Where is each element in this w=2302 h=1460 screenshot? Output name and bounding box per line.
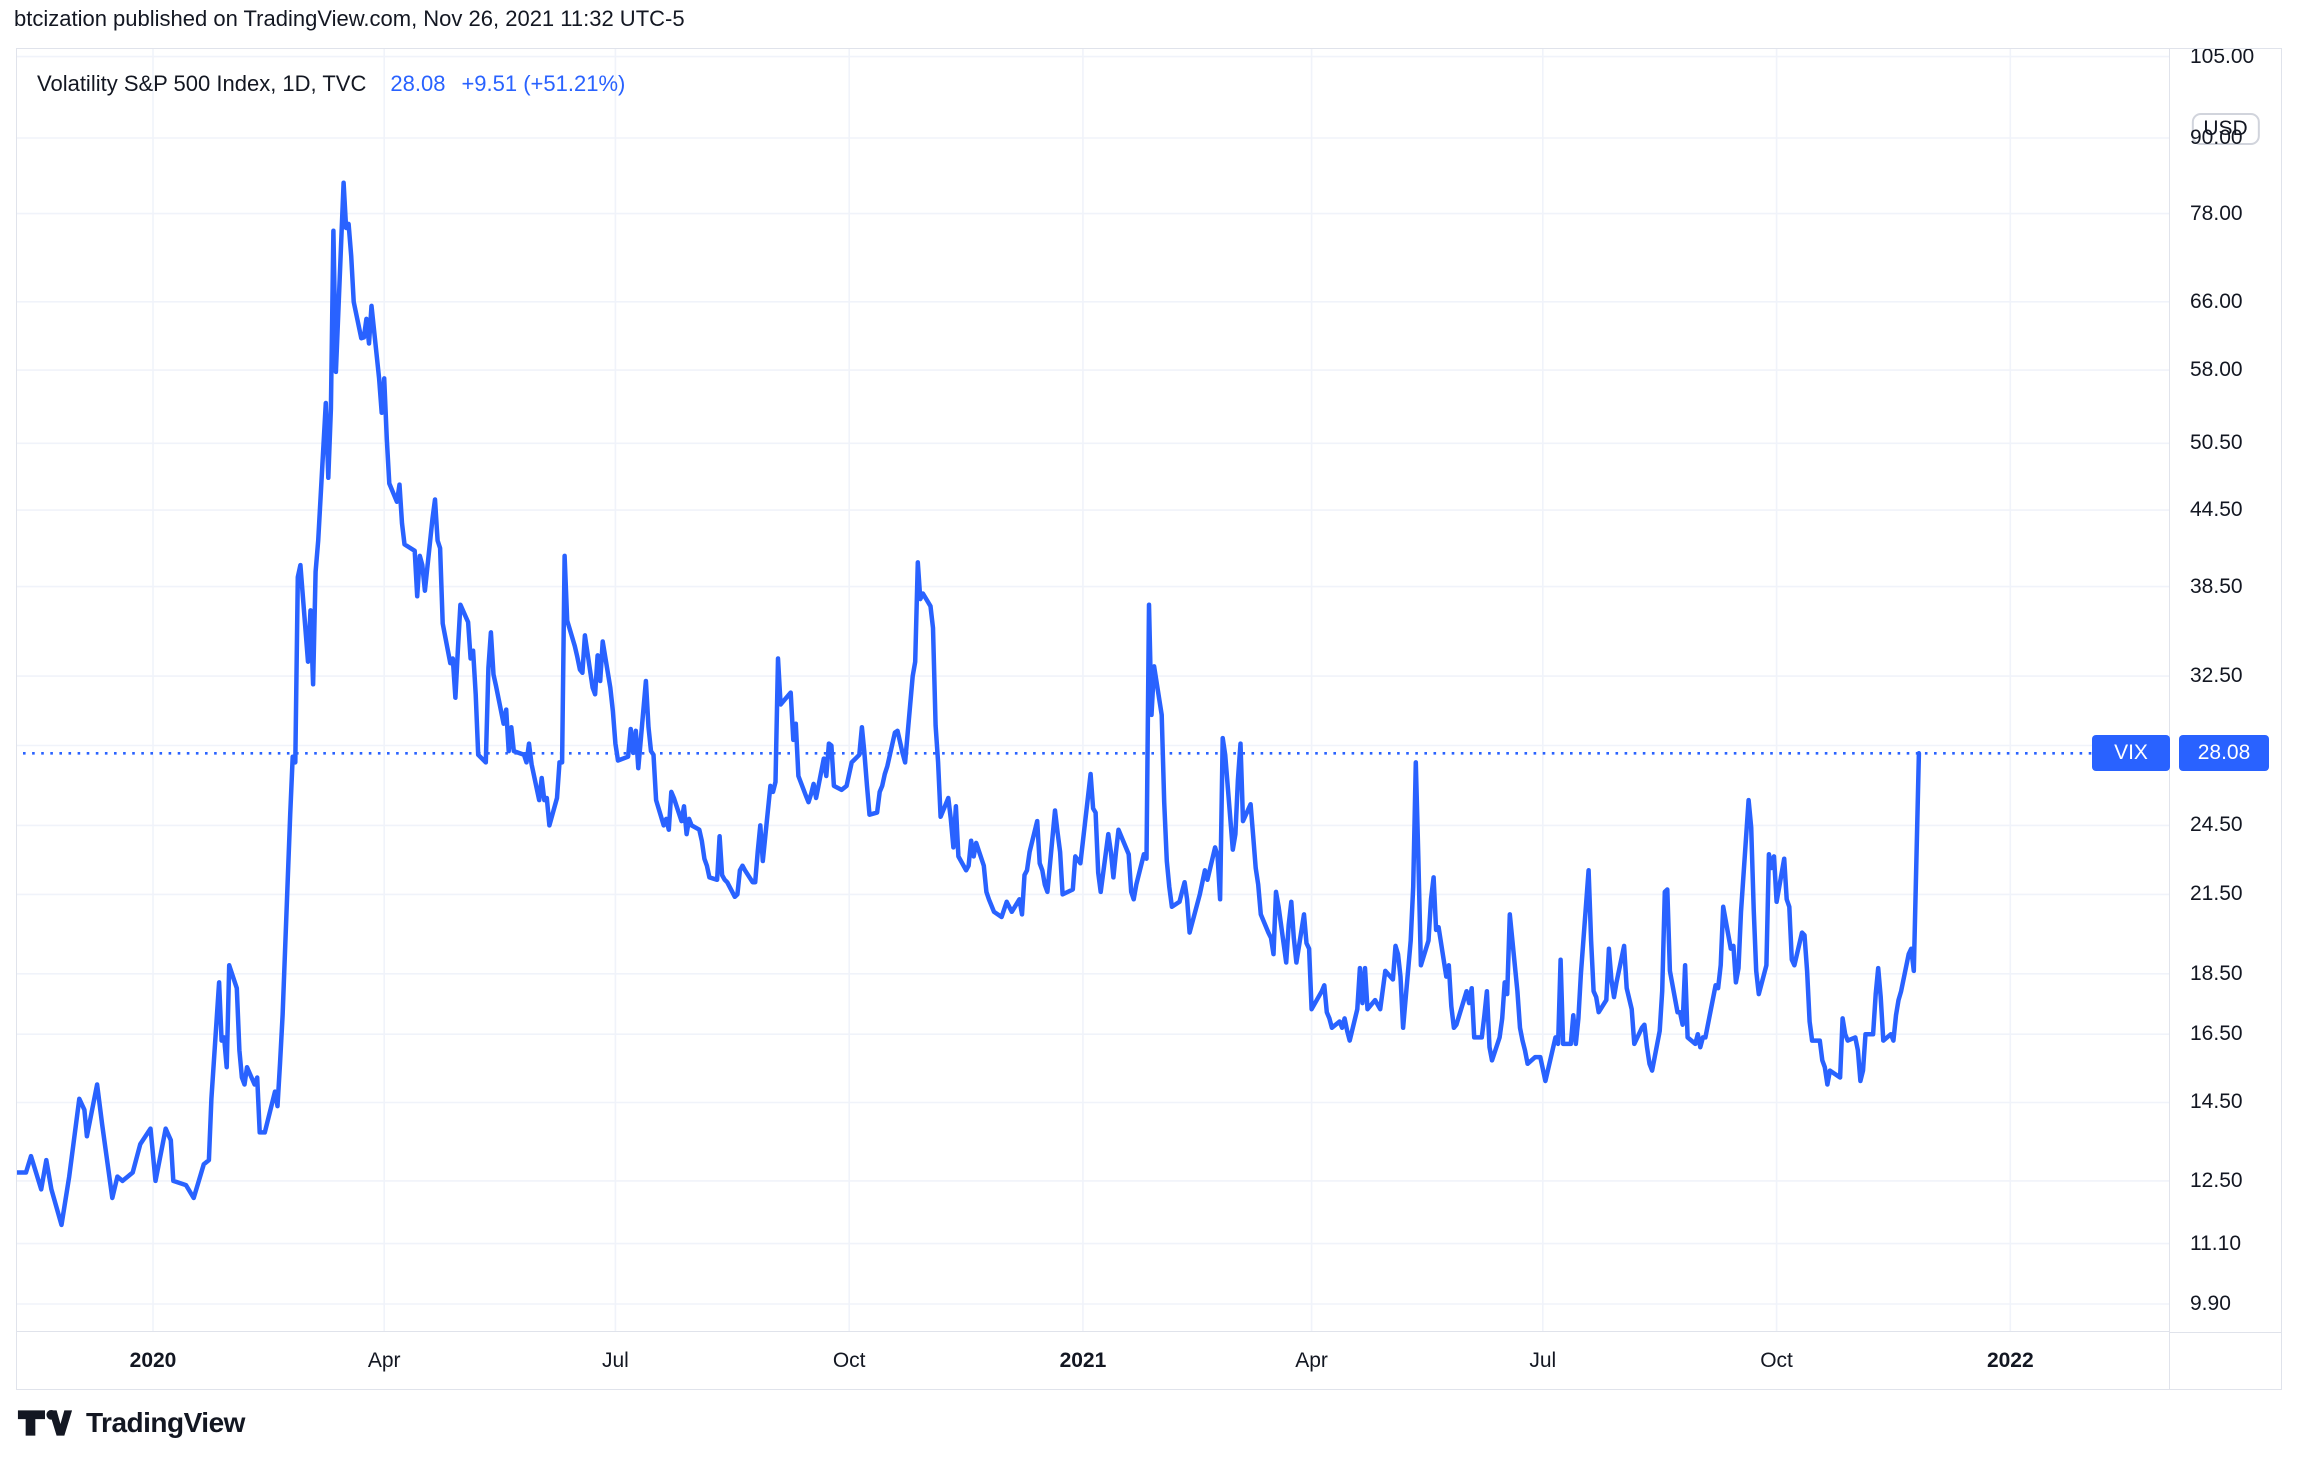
vix-price-line — [17, 180, 1922, 1228]
currency-badge: USD — [2191, 113, 2260, 145]
price-tick-label: 50.50 — [2190, 431, 2243, 455]
price-tick-label: 9.90 — [2190, 1292, 2231, 1316]
last-price-value: 28.08 — [390, 71, 446, 96]
time-tick-label: Oct — [832, 1348, 866, 1372]
price-tick-label: 16.50 — [2190, 1022, 2243, 1046]
price-tick-label: 18.50 — [2190, 961, 2243, 985]
price-tick-label: 44.50 — [2190, 498, 2243, 522]
price-tick-label: 105.00 — [2190, 49, 2255, 68]
time-tick-label: Apr — [367, 1348, 401, 1372]
price-tick-label: 11.10 — [2190, 1231, 2241, 1255]
chart-widget: Volatility S&P 500 Index, 1D, TVC 28.08 … — [16, 48, 2282, 1390]
tradingview-logo-icon — [17, 1409, 73, 1436]
price-tick-label: 38.50 — [2190, 574, 2243, 598]
time-tick-label: 2020 — [129, 1348, 177, 1372]
price-tick-label: 32.50 — [2190, 664, 2243, 688]
price-tick-label: 21.50 — [2190, 882, 2243, 906]
time-axis[interactable]: 2020 Apr Jul Oct 2021 Apr Jul Oct 2022 — [17, 1331, 2170, 1389]
price-tick-label: 90.00 — [2190, 126, 2243, 149]
price-tick-label: 58.00 — [2190, 358, 2243, 382]
price-axis[interactable]: USD 105.00 90.00 78.00 66.00 58.00 50.50 44.50… — [2169, 49, 2281, 1333]
time-tick-label: 2021 — [1059, 1348, 1107, 1372]
price-tick-label: 24.50 — [2190, 813, 2243, 837]
time-tick-label: 2022 — [1986, 1348, 2034, 1372]
price-chart-canvas[interactable] — [17, 49, 2170, 1333]
price-tick-label: 12.50 — [2190, 1168, 2243, 1192]
price-tick-label: 78.00 — [2190, 201, 2243, 225]
symbol-values: 28.08 +9.51 (+51.21%) — [390, 71, 625, 97]
price-tick-label: 66.00 — [2190, 289, 2243, 313]
price-tick-label: 14.50 — [2190, 1090, 2243, 1114]
tradingview-logo-text: TradingView — [86, 1407, 245, 1438]
axis-corner-cell — [2169, 1332, 2281, 1389]
time-tick-label: Oct — [1760, 1348, 1793, 1372]
series-label-badge: VIX — [2092, 735, 2170, 772]
time-tick-label: Jul — [1529, 1348, 1557, 1372]
price-change-value: +9.51 (+51.21%) — [461, 71, 626, 96]
time-tick-label: Jul — [601, 1348, 629, 1372]
time-tick-label: Apr — [1295, 1348, 1328, 1372]
publish-credit: btcization published on TradingView.com,… — [14, 6, 685, 31]
chart-legend: Volatility S&P 500 Index, 1D, TVC 28.08 … — [37, 71, 625, 97]
tradingview-attribution[interactable]: TradingView — [16, 1404, 245, 1442]
last-price-badge: 28.08 — [2179, 735, 2269, 772]
symbol-title: Volatility S&P 500 Index, 1D, TVC — [37, 71, 367, 96]
